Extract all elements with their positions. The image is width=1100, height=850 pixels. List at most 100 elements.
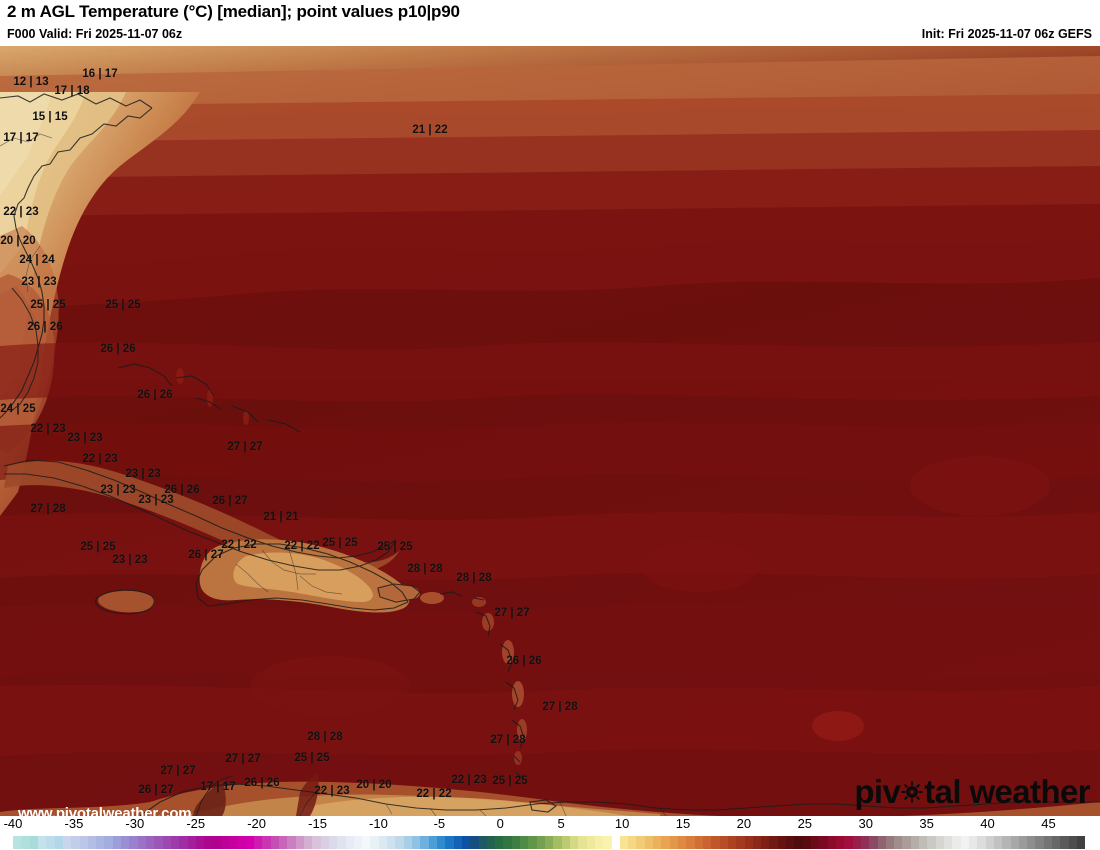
colorbar-swatch bbox=[229, 836, 238, 849]
colorbar-swatch bbox=[628, 836, 637, 849]
colorbar-swatch bbox=[270, 836, 279, 849]
point-value-label: 23 | 23 bbox=[67, 432, 103, 444]
colorbar[interactable]: -40 -35 -30 -25 -20 -15 -10 -5 0 5 10 15 20 25 30 35 40 4… bbox=[0, 816, 1100, 850]
colorbar-swatch bbox=[470, 836, 479, 849]
point-value-label: 22 | 23 bbox=[30, 423, 66, 435]
point-value-label: 17 | 17 bbox=[200, 781, 236, 793]
point-value-label: 12 | 13 bbox=[13, 76, 49, 88]
point-value-label: 15 | 15 bbox=[32, 111, 68, 123]
colorbar-tick: 0 bbox=[496, 816, 504, 831]
colorbar-swatch bbox=[237, 836, 246, 849]
contour-band-group-north bbox=[0, 46, 1100, 314]
point-value-label: 23 | 23 bbox=[100, 484, 136, 496]
point-value-label: 25 | 25 bbox=[80, 541, 116, 553]
colorbar-swatch bbox=[303, 836, 313, 849]
colorbar-swatch bbox=[62, 836, 72, 849]
colorbar-tick: 35 bbox=[919, 816, 934, 831]
colorbar-swatch bbox=[378, 836, 388, 849]
point-value-label: 27 | 27 bbox=[494, 607, 530, 619]
colorbar-tick-labels: -40 -35 -30 -25 -20 -15 -10 -5 0 5 10 15 20 25 30 35 40 4… bbox=[0, 816, 1100, 834]
point-value-label: 28 | 28 bbox=[407, 563, 443, 575]
colorbar-swatch bbox=[985, 836, 994, 849]
colorbar-tick: -15 bbox=[308, 816, 327, 831]
colorbar-swatch bbox=[1027, 836, 1036, 849]
colorbar-swatch bbox=[220, 836, 230, 849]
colorbar-swatch bbox=[927, 836, 936, 849]
colorbar-swatch bbox=[353, 836, 363, 849]
colorbar-swatch bbox=[46, 836, 55, 849]
colorbar-swatch bbox=[894, 836, 903, 849]
colorbar-swatch bbox=[511, 836, 521, 849]
colorbar-swatch bbox=[195, 836, 205, 849]
colorbar-swatch bbox=[819, 836, 828, 849]
point-value-label: 25 | 25 bbox=[377, 541, 413, 553]
colorbar-tick: 30 bbox=[858, 816, 873, 831]
colorbar-swatch bbox=[744, 836, 753, 849]
point-value-label: 26 | 26 bbox=[27, 321, 63, 333]
colorbar-swatch bbox=[453, 836, 462, 849]
colorbar-swatch bbox=[187, 836, 196, 849]
colorbar-swatch bbox=[545, 836, 554, 849]
point-value-label: 26 | 26 bbox=[164, 484, 200, 496]
colorbar-swatch bbox=[536, 836, 545, 849]
point-value-label: 26 | 27 bbox=[138, 784, 174, 796]
colorbar-swatch bbox=[212, 836, 221, 849]
colorbar-swatch bbox=[993, 836, 1003, 849]
point-value-label: 27 | 27 bbox=[227, 441, 263, 453]
colorbar-swatch bbox=[37, 836, 47, 849]
point-value-label: 20 | 20 bbox=[356, 779, 392, 791]
colorbar-swatch bbox=[852, 836, 861, 849]
colorbar-tick: -20 bbox=[247, 816, 267, 831]
logo-text-pre: piv bbox=[854, 773, 901, 810]
colorbar-swatch bbox=[1052, 836, 1061, 849]
colorbar-tick: -5 bbox=[433, 816, 446, 831]
colorbar-swatch bbox=[702, 836, 712, 849]
colorbar-swatch bbox=[1077, 836, 1086, 849]
colorbar-swatches[interactable] bbox=[13, 836, 1086, 849]
point-value-label: 23 | 23 bbox=[138, 494, 174, 506]
point-value-label: 25 | 25 bbox=[492, 775, 528, 787]
colorbar-swatch bbox=[478, 836, 487, 849]
colorbar-swatch bbox=[1010, 836, 1019, 849]
colorbar-swatch bbox=[245, 836, 255, 849]
map-canvas[interactable]: 12 | 13 16 | 17 17 | 18 15 | 15 17 | 17 21 | … bbox=[0, 46, 1100, 816]
colorbar-swatch bbox=[1043, 836, 1053, 849]
point-value-label: 17 | 18 bbox=[54, 85, 90, 97]
colorbar-swatch bbox=[960, 836, 969, 849]
colorbar-swatch bbox=[146, 836, 155, 849]
colorbar-swatch bbox=[935, 836, 944, 849]
colorbar-swatch bbox=[612, 836, 620, 849]
colorbar-swatch bbox=[619, 836, 629, 849]
colorbar-swatch bbox=[328, 836, 338, 849]
colorbar-swatch bbox=[337, 836, 346, 849]
point-value-label: 17 | 17 bbox=[3, 132, 39, 144]
point-value-label: 22 | 23 bbox=[314, 785, 350, 797]
gear-icon bbox=[901, 781, 923, 803]
colorbar-swatch bbox=[254, 836, 263, 849]
colorbar-swatch bbox=[1002, 836, 1011, 849]
colorbar-tick: 10 bbox=[614, 816, 630, 831]
colorbar-swatch bbox=[752, 836, 762, 849]
colorbar-tick: 15 bbox=[675, 816, 691, 831]
colorbar-swatch bbox=[603, 836, 612, 849]
point-value-label: 22 | 23 bbox=[451, 774, 487, 786]
logo-text-post: tal weather bbox=[924, 773, 1090, 810]
colorbar-swatch bbox=[769, 836, 778, 849]
colorbar-tick: 45 bbox=[1041, 816, 1056, 831]
colorbar-swatch bbox=[678, 836, 687, 849]
warm-anomaly-blobs bbox=[250, 456, 1050, 741]
colorbar-tick: -25 bbox=[186, 816, 206, 831]
colorbar-swatch bbox=[844, 836, 853, 849]
colorbar-swatch bbox=[578, 836, 587, 849]
point-value-label: 21 | 22 bbox=[412, 124, 448, 136]
colorbar-tick: -35 bbox=[64, 816, 84, 831]
point-value-label: 22 | 23 bbox=[82, 453, 118, 465]
point-value-label: 26 | 26 bbox=[244, 777, 280, 789]
colorbar-swatch bbox=[420, 836, 429, 849]
colorbar-swatch bbox=[1068, 836, 1077, 849]
point-value-label: 22 | 22 bbox=[284, 540, 320, 552]
colorbar-swatch bbox=[944, 836, 953, 849]
colorbar-swatch bbox=[170, 836, 180, 849]
point-value-label: 21 | 21 bbox=[263, 511, 299, 523]
colorbar-swatch bbox=[736, 836, 745, 849]
